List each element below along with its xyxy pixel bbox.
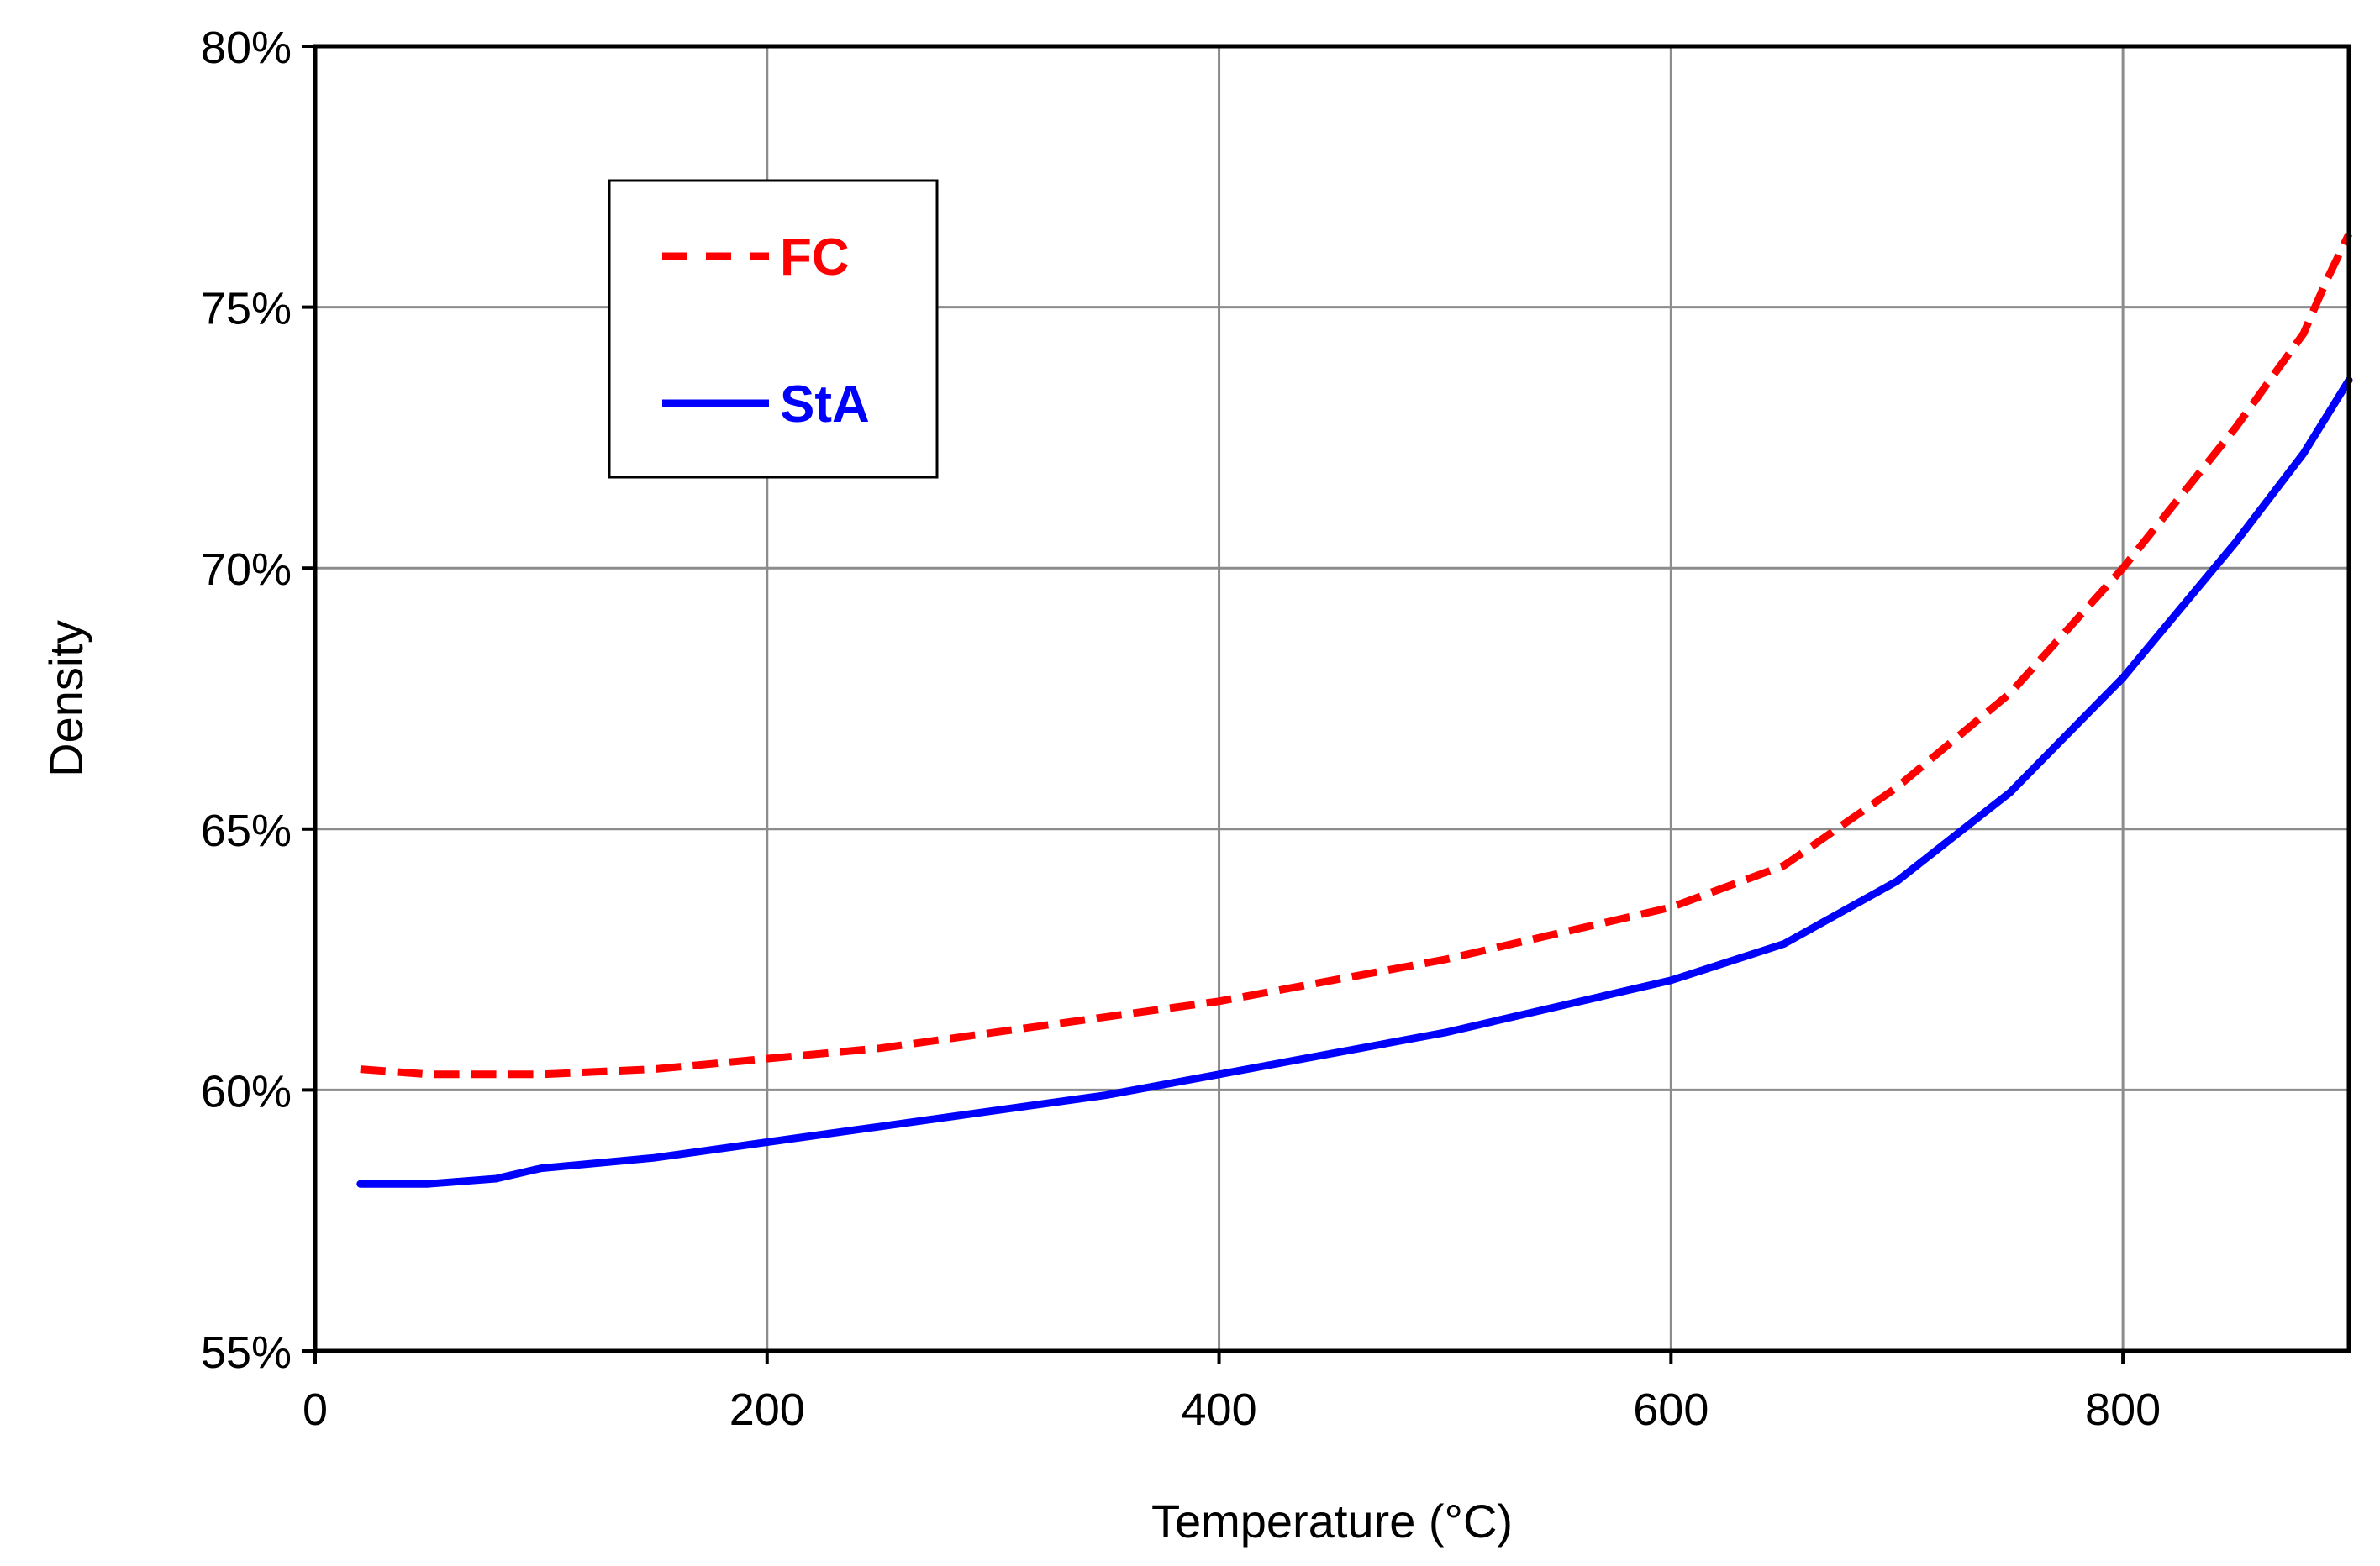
x-tick-labels: 0 200 400 600 800 xyxy=(303,1385,2161,1435)
plot-frame xyxy=(313,44,2351,1353)
legend: FC StA xyxy=(608,179,939,479)
x-tick-label-2: 400 xyxy=(1182,1385,1257,1435)
series-line-sta xyxy=(356,376,2353,1188)
legend-box xyxy=(608,179,939,479)
series-line-fc xyxy=(360,232,2353,1079)
y-tick-labels: 55% 60% 65% 70% 75% 80% xyxy=(201,23,292,1378)
x-axis-label: Temperature (°C) xyxy=(1151,1495,1513,1548)
series-layer xyxy=(356,232,2353,1188)
y-tick-label-2: 65% xyxy=(201,806,292,856)
y-tick-label-5: 80% xyxy=(201,23,292,73)
x-tick-label-3: 600 xyxy=(1633,1385,1709,1435)
x-tick-label-0: 0 xyxy=(303,1385,328,1435)
y-tick-label-0: 55% xyxy=(201,1327,292,1378)
y-tick-label-3: 70% xyxy=(201,544,292,595)
y-tick-label-4: 75% xyxy=(201,284,292,334)
x-tick-label-4: 800 xyxy=(2085,1385,2161,1435)
legend-label-fc: FC xyxy=(780,229,850,286)
tick-marks xyxy=(302,45,2125,1364)
legend-label-sta: StA xyxy=(780,376,870,434)
y-axis-label: Density xyxy=(39,620,92,777)
x-tick-label-1: 200 xyxy=(729,1385,805,1435)
y-tick-label-1: 60% xyxy=(201,1066,292,1117)
